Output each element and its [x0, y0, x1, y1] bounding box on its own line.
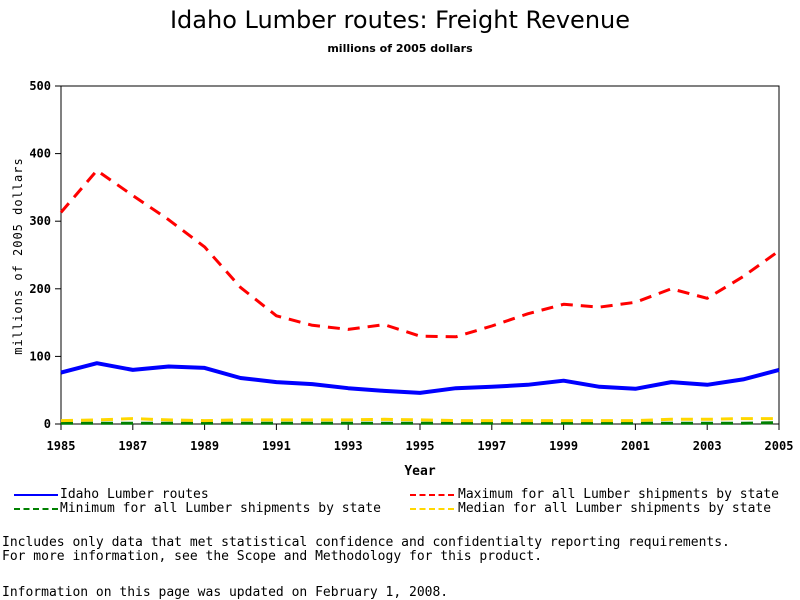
series-line-idaho	[60, 361, 780, 395]
legend-median-swatch	[410, 508, 454, 510]
chart-subtitle: millions of 2005 dollars	[327, 42, 473, 55]
series-line-maximum	[59, 169, 780, 339]
axes: 0 100 200 300 400 500 1985 1987 1989 1991 1993 1995…	[29, 79, 793, 453]
series-line-minimum	[61, 421, 780, 425]
x-tick-label: 1995	[406, 439, 435, 453]
x-tick-label: 1999	[549, 439, 578, 453]
legend-maximum-swatch	[410, 494, 454, 496]
x-tick-label: 1987	[118, 439, 147, 453]
confidence-note: Includes only data that met statistical …	[2, 535, 730, 550]
legend-maximum-label: Maximum for all Lumber shipments by stat…	[458, 487, 779, 502]
x-tick-label: 1991	[262, 439, 291, 453]
x-tick-label: 2001	[621, 439, 650, 453]
legend-median-label: Median for all Lumber shipments by state	[458, 501, 772, 516]
plot-frame	[60, 85, 780, 425]
legend-idaho-label: Idaho Lumber routes	[60, 487, 209, 502]
series-line-median	[60, 417, 779, 423]
legend-idaho-swatch	[14, 494, 58, 496]
y-axis-label: millions of 2005 dollars	[11, 157, 25, 354]
line-chart: 0 100 200 300 400 500 1985 1987 1989 1991 1993 1995…	[11, 79, 793, 479]
update-note: Information on this page was updated on …	[2, 585, 449, 600]
y-tick-label: 400	[29, 147, 51, 161]
legend-minimum-label: Minimum for all Lumber shipments by stat…	[60, 501, 381, 516]
y-tick-label: 500	[29, 79, 51, 93]
x-tick-label: 2005	[765, 439, 794, 453]
chart-title: Idaho Lumber routes: Freight Revenue	[169, 6, 631, 34]
x-tick-label: 1985	[47, 439, 76, 453]
methodology-note: For more information, see the Scope and …	[2, 549, 543, 564]
x-tick-label: 1989	[190, 439, 219, 453]
y-tick-label: 0	[44, 417, 51, 431]
x-tick-label: 1993	[334, 439, 363, 453]
x-tick-label: 1997	[477, 439, 506, 453]
x-axis-label: Year	[404, 464, 435, 479]
x-tick-label: 2003	[693, 439, 722, 453]
legend-minimum-swatch	[14, 508, 58, 510]
y-tick-label: 300	[29, 214, 51, 228]
y-tick-label: 200	[29, 282, 51, 296]
series-lines	[59, 169, 780, 425]
y-tick-label: 100	[29, 349, 51, 363]
